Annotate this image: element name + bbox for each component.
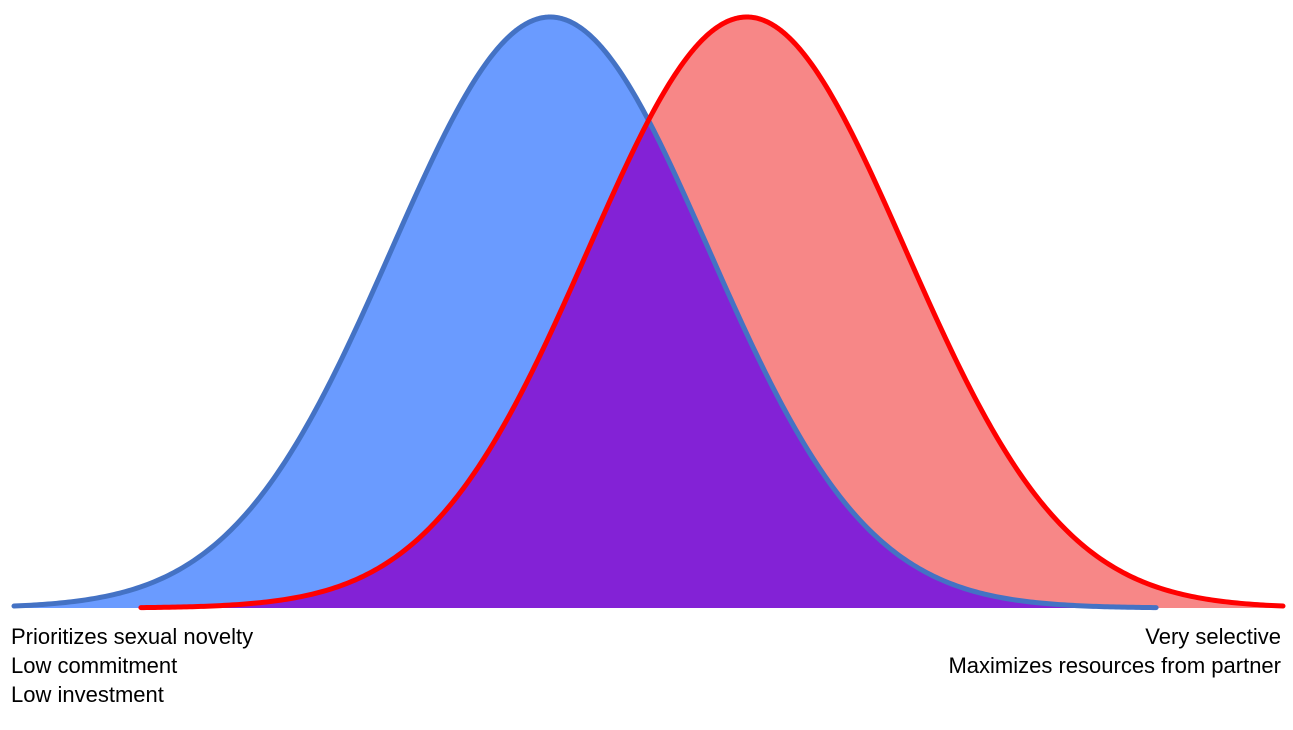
left-axis-labels: Prioritizes sexual novelty Low commitmen… bbox=[11, 624, 253, 707]
right-distribution-line bbox=[138, 14, 1286, 611]
right-axis-labels: Very selective Maximizes resources from … bbox=[948, 624, 1281, 678]
left-label-1: Prioritizes sexual novelty bbox=[11, 624, 253, 649]
left-distribution-line bbox=[11, 14, 1159, 611]
right-label-2: Maximizes resources from partner bbox=[948, 653, 1281, 678]
overlap-area bbox=[140, 120, 1157, 608]
left-label-3: Low investment bbox=[11, 682, 164, 707]
right-label-1: Very selective bbox=[1145, 624, 1281, 649]
left-label-2: Low commitment bbox=[11, 653, 177, 678]
